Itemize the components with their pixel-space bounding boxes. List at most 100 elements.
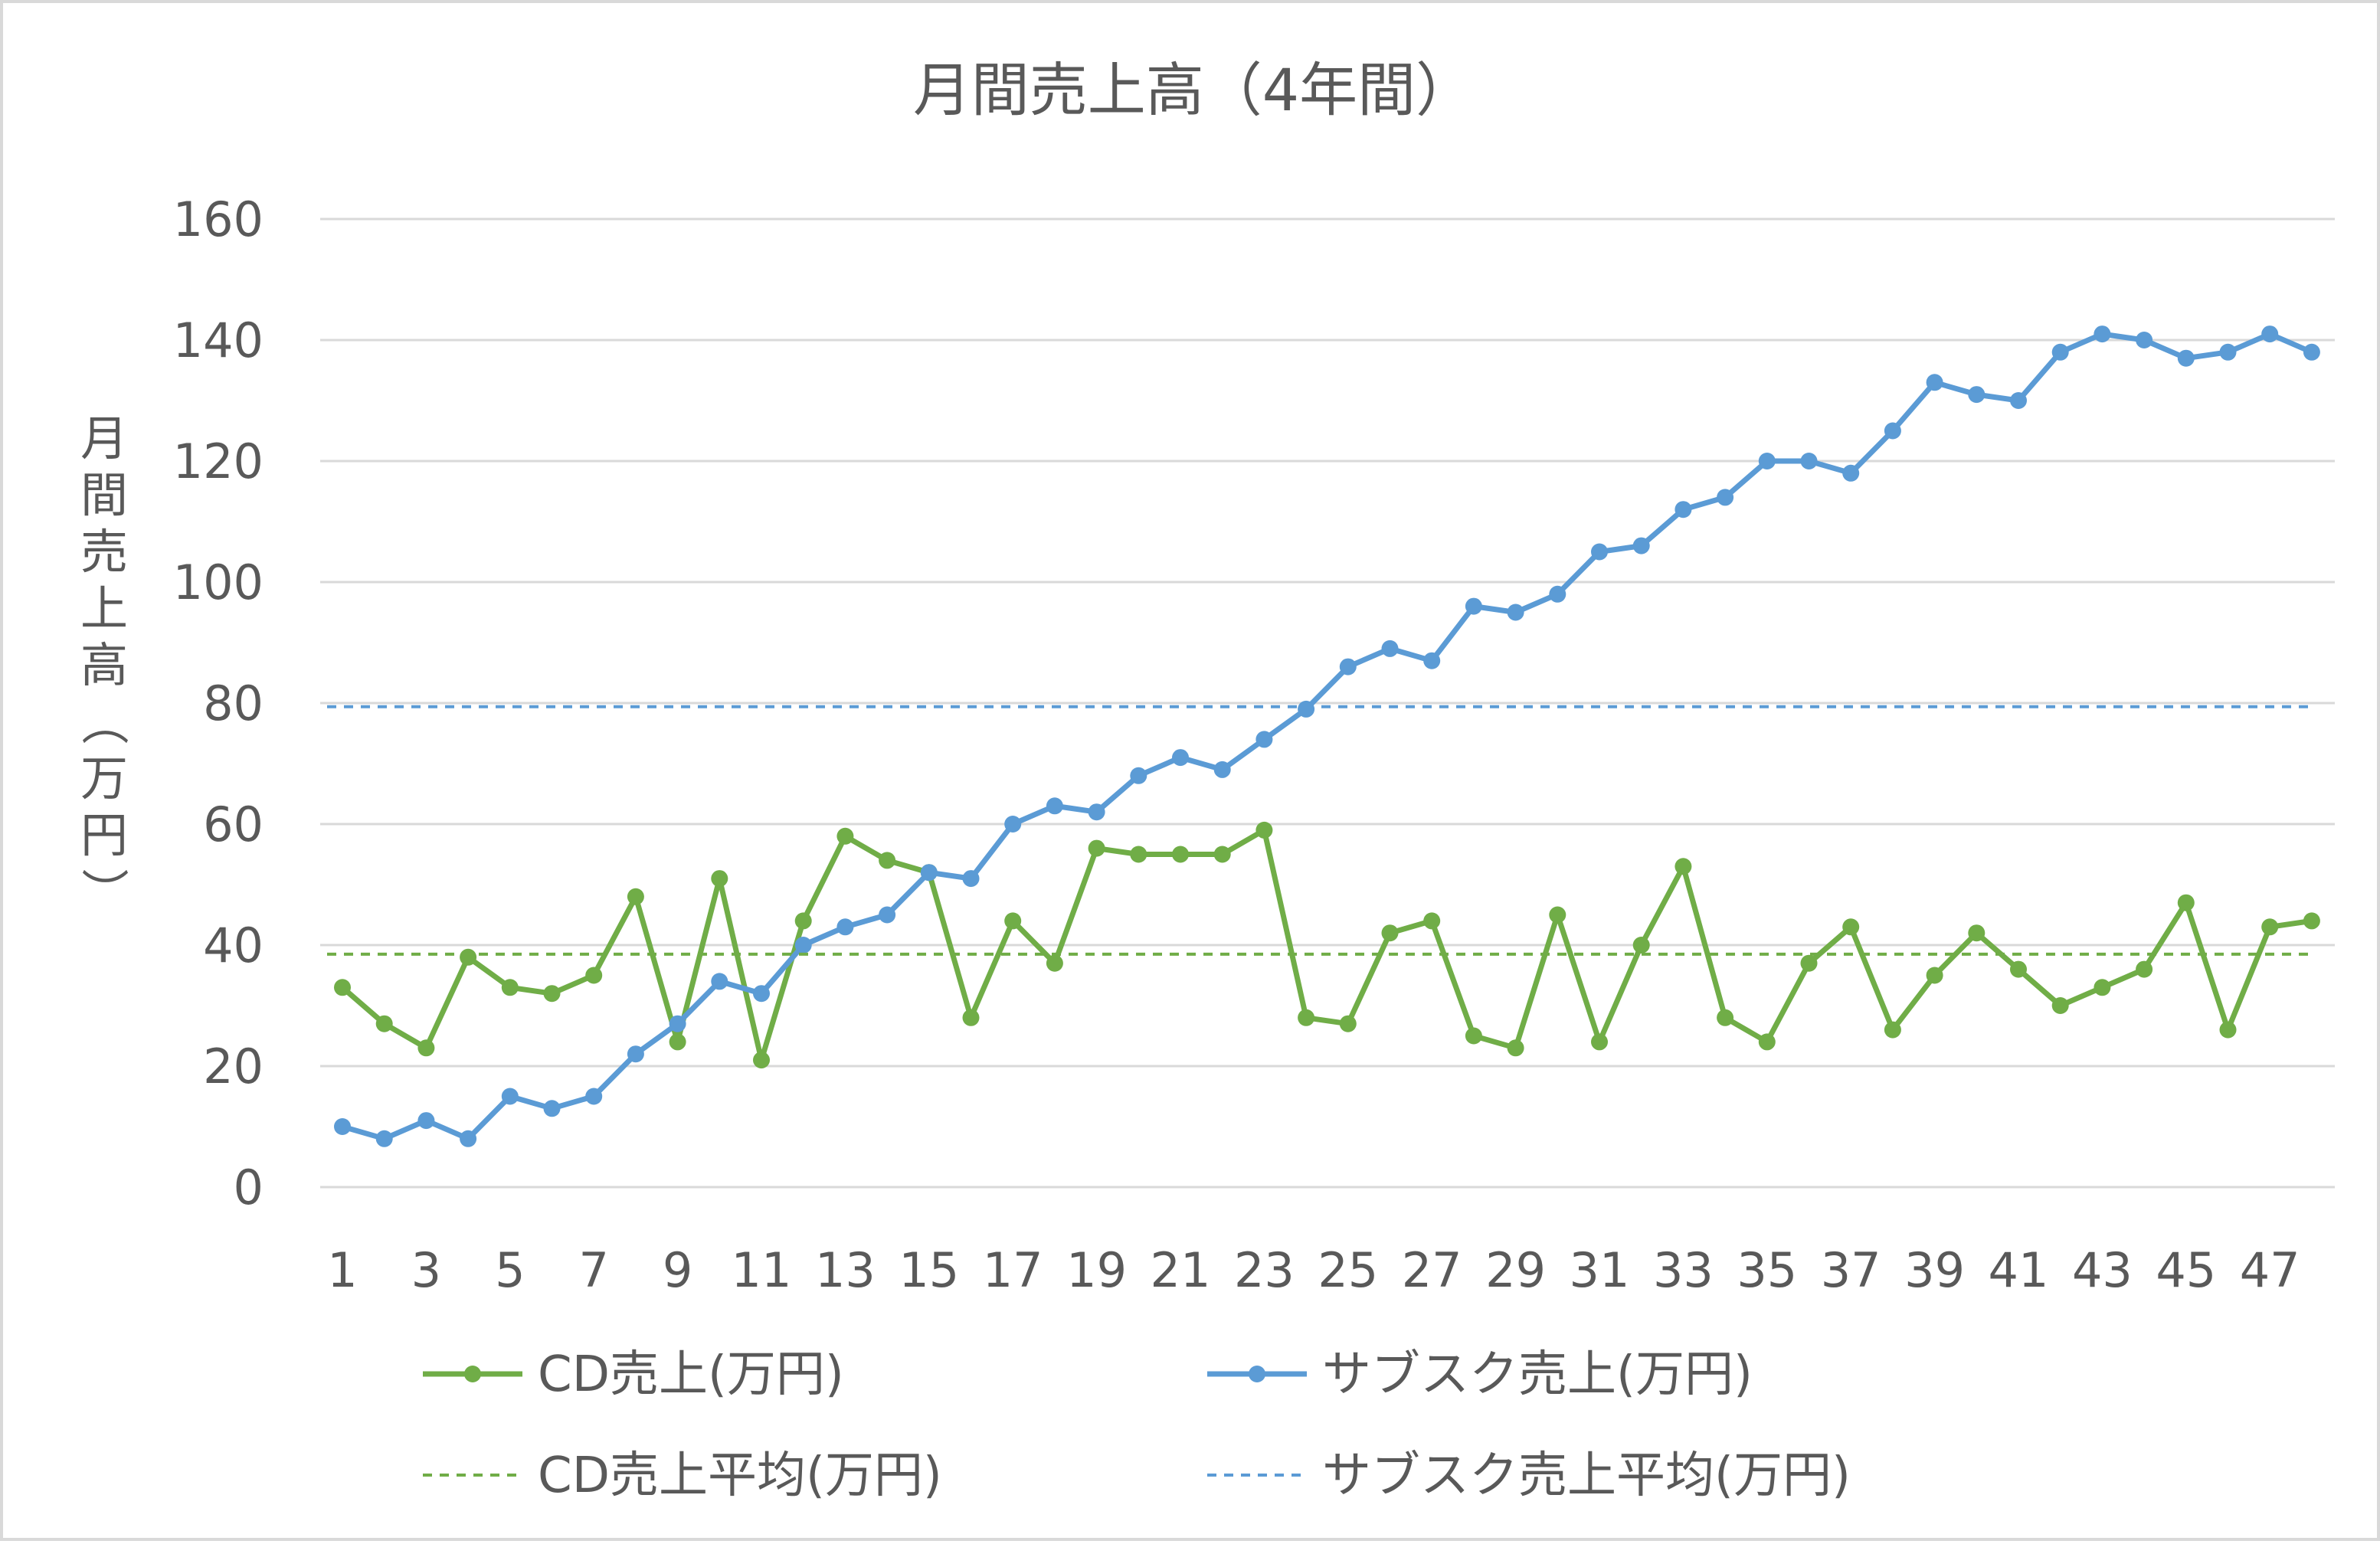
y-axis-label-glyph: 上 [80, 581, 128, 636]
y-tick-label: 60 [203, 797, 264, 852]
data-point [1884, 1021, 1901, 1039]
data-point [501, 1088, 519, 1105]
data-point [1088, 839, 1105, 857]
data-point [2136, 960, 2153, 978]
data-point [836, 827, 854, 845]
data-point [417, 1112, 435, 1130]
y-tick-label: 160 [173, 191, 264, 247]
y-tick-label: 40 [203, 918, 264, 973]
chart-title: 月間売上高（4年間） [913, 56, 1474, 124]
data-point [2219, 343, 2237, 361]
data-point [1968, 924, 1986, 942]
data-point [2010, 392, 2027, 409]
y-axis-label-glyph: 間 [80, 467, 128, 523]
data-point [1675, 501, 1692, 518]
data-point [1046, 954, 1063, 972]
data-point [460, 948, 477, 966]
y-axis-label-glyph: （ [76, 698, 132, 745]
y-tick-label: 140 [173, 312, 264, 368]
x-tick-label: 5 [495, 1242, 525, 1298]
y-tick-label: 100 [173, 554, 264, 610]
data-point [2261, 918, 2279, 936]
data-point [1591, 1033, 1608, 1051]
data-point [962, 870, 980, 888]
x-tick-label: 41 [1989, 1242, 2049, 1298]
y-tick-label: 80 [203, 676, 264, 731]
series-line [342, 331, 2313, 1142]
data-point [1381, 924, 1399, 942]
data-point [711, 870, 728, 888]
data-point [1172, 846, 1189, 863]
x-axis-tick-labels: 1 3 5 7 9 11 13 15 17 19 21 23 25 27 29 31 33 35 37 39 41 43 4… [327, 1242, 2300, 1298]
x-tick-label: 45 [2156, 1242, 2216, 1298]
data-point [1339, 1015, 1357, 1032]
data-point [1004, 816, 1022, 833]
y-axis-label: 月間売上高 （ 万円 ） [76, 411, 132, 915]
data-point [417, 1039, 435, 1057]
x-tick-label: 9 [663, 1242, 692, 1298]
data-point [1298, 700, 1315, 718]
data-point [1046, 797, 1063, 815]
data-point [1130, 767, 1147, 784]
y-axis-label-glyph: 万 [80, 751, 128, 806]
data-point [1717, 489, 1734, 506]
y-tick-label: 120 [173, 433, 264, 489]
data-point [1591, 543, 1608, 561]
data-point [1632, 537, 1650, 554]
data-point [669, 1033, 686, 1051]
data-point [1549, 906, 1566, 924]
data-point [1926, 967, 1943, 984]
data-point [1842, 464, 1860, 482]
x-tick-label: 1 [327, 1242, 357, 1298]
data-point [2051, 343, 2069, 361]
data-point [1298, 1009, 1315, 1026]
data-point [334, 1118, 351, 1135]
data-point [1842, 918, 1860, 936]
data-point [920, 864, 938, 882]
legend-label: サブスク売上平均(万円) [1322, 1448, 1851, 1504]
legend-marker [464, 1366, 481, 1382]
data-point [2010, 960, 2027, 978]
x-tick-label: 35 [1737, 1242, 1797, 1298]
x-tick-label: 27 [1402, 1242, 1462, 1298]
gridlines [320, 218, 2335, 1189]
data-point [2094, 979, 2111, 996]
x-tick-label: 33 [1653, 1242, 1714, 1298]
x-tick-label: 21 [1151, 1242, 1211, 1298]
data-point [1465, 1027, 1482, 1045]
y-axis-label-glyph: ） [76, 868, 132, 915]
data-point [2219, 1021, 2237, 1039]
x-tick-label: 29 [1485, 1242, 1546, 1298]
data-point [1423, 652, 1441, 669]
data-point [1507, 1039, 1524, 1057]
data-point [1255, 731, 1273, 748]
data-point [334, 979, 351, 996]
data-point [1549, 585, 1566, 603]
data-point [1213, 846, 1231, 863]
data-point [962, 1009, 980, 1026]
data-point [1381, 640, 1399, 657]
data-point [1507, 604, 1524, 621]
series-layer [327, 325, 2320, 1147]
y-axis-label-glyph: 円 [80, 807, 128, 863]
y-tick-label: 20 [203, 1039, 264, 1094]
data-point [2303, 912, 2320, 930]
data-point [543, 1100, 561, 1117]
y-axis-label-glyph: 高 [80, 637, 128, 693]
data-point [1632, 937, 1650, 954]
x-tick-label: 3 [411, 1242, 441, 1298]
data-point [879, 906, 896, 924]
x-tick-label: 11 [732, 1242, 792, 1298]
x-tick-label: 13 [815, 1242, 876, 1298]
data-point [2261, 325, 2279, 343]
data-point [2051, 997, 2069, 1014]
data-point [1465, 597, 1482, 615]
data-point [711, 973, 728, 990]
data-point [753, 985, 770, 1003]
data-point [2136, 332, 2153, 348]
data-point [1884, 422, 1901, 440]
data-point [2177, 349, 2195, 367]
x-tick-label: 7 [578, 1242, 608, 1298]
